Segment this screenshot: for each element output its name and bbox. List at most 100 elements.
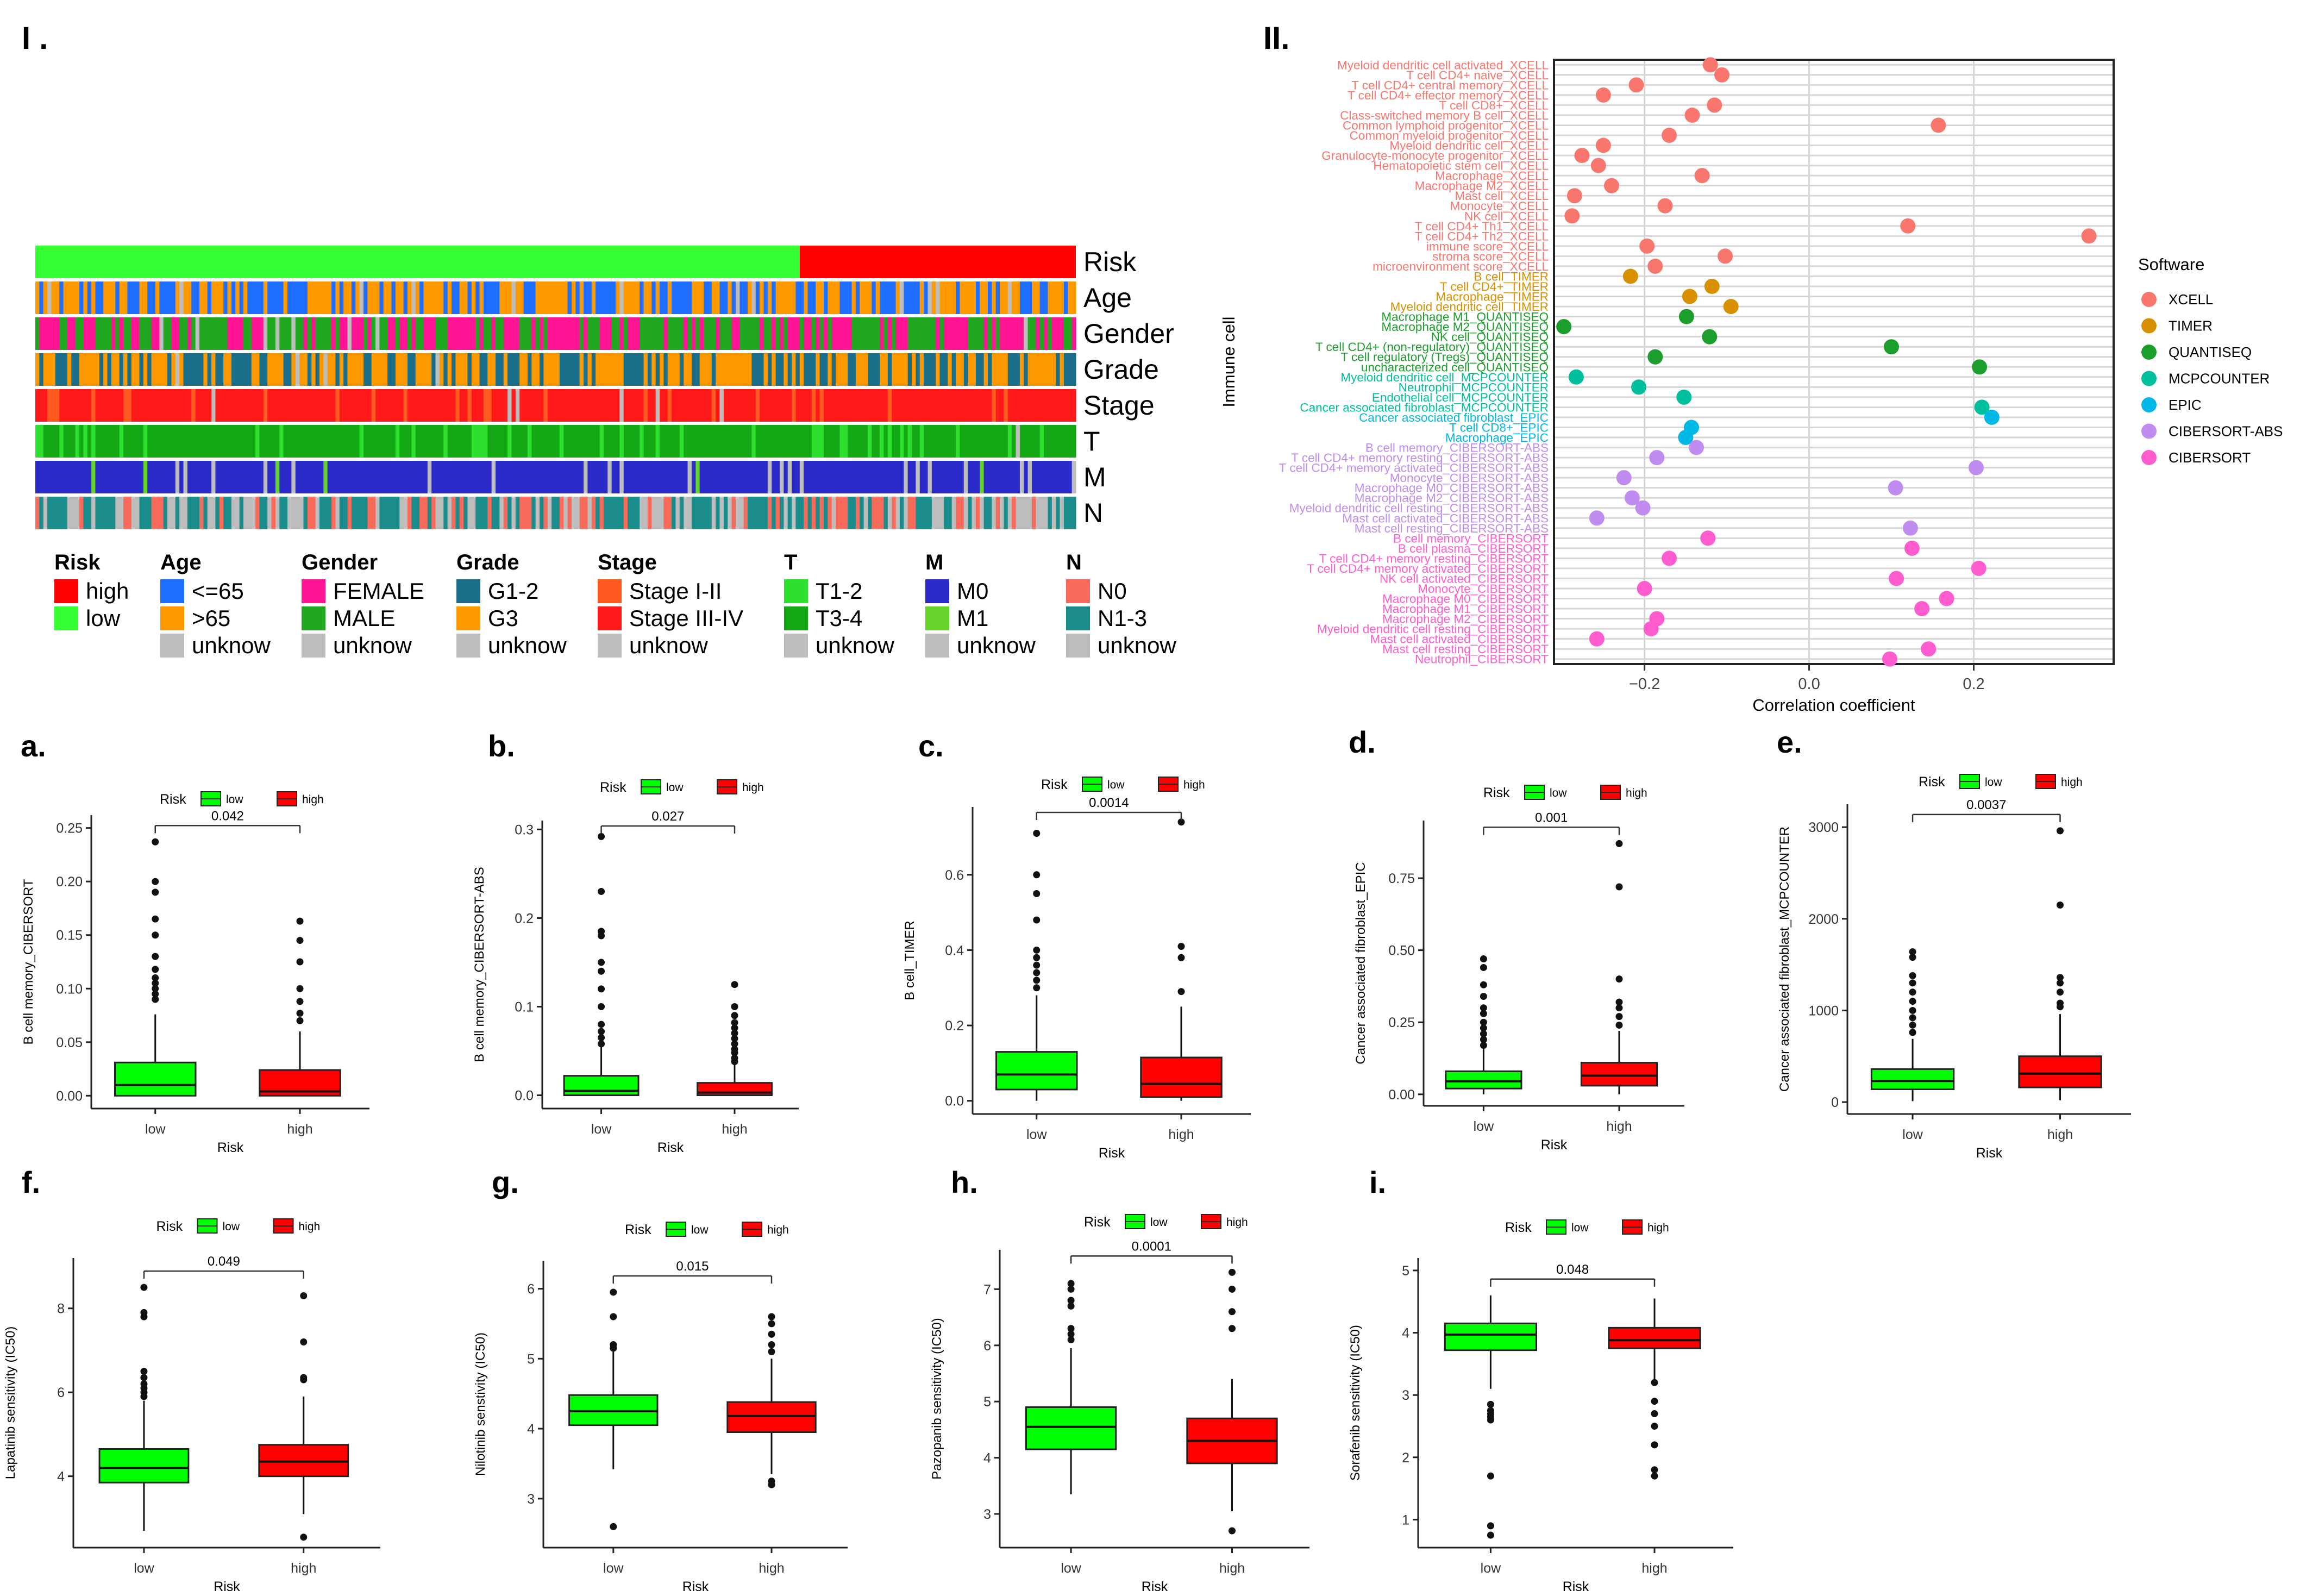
data-point — [1900, 218, 1916, 234]
heatmap-cell — [403, 497, 408, 529]
heatmap-cell — [987, 353, 992, 386]
heatmap-cell — [995, 425, 1000, 458]
heatmap-cell — [195, 425, 200, 458]
heatmap-cell — [51, 317, 56, 350]
y-axis-label: Lapatinib sensitivity (IC50) — [3, 1326, 18, 1479]
outlier-point — [152, 979, 159, 987]
heatmap-cell — [47, 389, 52, 422]
heatmap-cell — [335, 317, 340, 350]
heatmap-cell — [71, 461, 76, 493]
heatmap-cell — [628, 281, 632, 314]
heatmap-cell — [247, 497, 252, 529]
heatmap-cell — [187, 389, 192, 422]
legend-key — [2141, 450, 2157, 465]
box-high — [2018, 827, 2102, 1100]
heatmap-cell — [704, 317, 708, 350]
data-point — [1649, 450, 1665, 466]
heatmap-cell — [452, 281, 456, 314]
heatmap-cell — [87, 317, 92, 350]
heatmap-cell — [407, 425, 412, 458]
heatmap-cell — [1051, 389, 1056, 422]
heatmap-cell — [43, 389, 48, 422]
heatmap-cell — [527, 461, 532, 493]
heatmap-cell — [1039, 389, 1044, 422]
heatmap-cell — [175, 281, 180, 314]
heatmap-cell — [575, 497, 580, 529]
heatmap-cell — [1016, 317, 1020, 350]
heatmap-cell — [1024, 389, 1029, 422]
outlier-point — [1033, 961, 1041, 969]
heatmap-cell — [887, 281, 892, 314]
heatmap-cell — [43, 317, 48, 350]
heatmap-cell — [552, 425, 556, 458]
heatmap-track-stage: Stage — [35, 389, 1155, 422]
heatmap-cell — [995, 353, 1000, 386]
outlier-point — [1033, 871, 1041, 879]
heatmap-cell — [523, 497, 528, 529]
legend-swatch — [784, 606, 808, 630]
heatmap-cell — [603, 497, 608, 529]
heatmap-cell — [855, 497, 860, 529]
heatmap-cell — [792, 497, 797, 529]
heatmap-cell — [503, 425, 508, 458]
heatmap-cell — [1019, 389, 1024, 422]
heatmap-cell — [471, 281, 476, 314]
heatmap-cell — [399, 425, 404, 458]
heatmap-cell — [343, 317, 348, 350]
x-axis-label: Risk — [682, 1579, 709, 1594]
heatmap-cell — [443, 317, 448, 350]
heatmap-cell — [839, 425, 844, 458]
heatmap-cell — [651, 497, 656, 529]
heatmap-cell — [1016, 389, 1020, 422]
y-tick-label: 8 — [57, 1301, 65, 1317]
heatmap-cell — [543, 281, 548, 314]
heatmap-cell — [1048, 281, 1052, 314]
y-tick-label: T cell CD4+_TIMER — [1440, 280, 1549, 293]
heatmap-cell — [1060, 497, 1064, 529]
heatmap-cell — [719, 281, 724, 314]
heatmap-cell — [287, 281, 292, 314]
heatmap-cell — [155, 281, 160, 314]
heatmap-cell — [755, 389, 760, 422]
heatmap-cell — [135, 389, 140, 422]
heatmap-cell — [787, 389, 792, 422]
heatmap-track-t: T — [35, 425, 1100, 458]
outlier-point — [1033, 946, 1041, 954]
heatmap-cell — [555, 281, 560, 314]
heatmap-cell — [607, 389, 612, 422]
heatmap-cell — [956, 425, 961, 458]
heatmap-cell — [663, 353, 668, 386]
heatmap-cell — [435, 353, 440, 386]
outlier-point — [610, 1313, 617, 1320]
heatmap-cell — [892, 461, 897, 493]
heatmap-cell — [807, 317, 812, 350]
heatmap-cell — [599, 281, 604, 314]
heatmap-cell — [363, 281, 368, 314]
outlier-point — [768, 1330, 775, 1338]
heatmap-cell — [960, 353, 964, 386]
heatmap-cell — [647, 353, 652, 386]
x-tick-label: high — [1606, 1119, 1632, 1134]
heatmap-cell — [79, 461, 84, 493]
heatmap-cell — [848, 461, 853, 493]
heatmap-cell — [419, 281, 424, 314]
heatmap-cell — [275, 497, 280, 529]
heatmap-cell — [479, 317, 484, 350]
legend-label: CIBERSORT — [2169, 449, 2251, 466]
heatmap-cell — [995, 461, 1000, 493]
heatmap-cell — [299, 353, 304, 386]
heatmap-cell — [507, 281, 512, 314]
heatmap-cell — [299, 497, 304, 529]
heatmap-cell — [599, 389, 604, 422]
heatmap-cell — [75, 461, 80, 493]
heatmap-cell — [295, 389, 300, 422]
heatmap-cell — [375, 317, 380, 350]
heatmap-cell — [579, 281, 584, 314]
legend-swatch — [1066, 634, 1090, 658]
heatmap-cell — [63, 497, 68, 529]
heatmap-cell — [807, 353, 812, 386]
heatmap-cell — [728, 461, 732, 493]
y-tick-label: Macrophage M2_XCELL — [1415, 179, 1549, 193]
heatmap-cell — [811, 281, 816, 314]
legend-title: Risk — [160, 792, 186, 807]
